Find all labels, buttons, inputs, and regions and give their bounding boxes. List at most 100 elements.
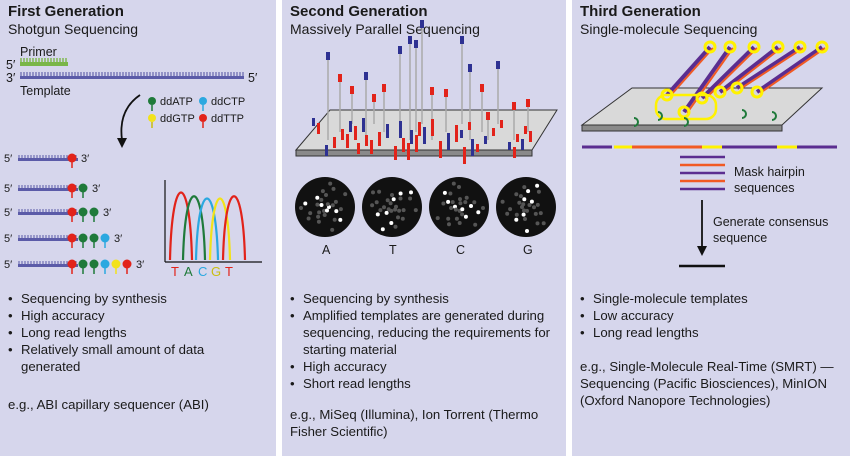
cluster-spot (324, 193, 328, 197)
cluster-base (415, 135, 418, 152)
cluster-spot (460, 207, 465, 212)
cluster-spot (457, 221, 462, 225)
polymerase (713, 85, 727, 99)
cluster-base (468, 122, 471, 130)
sanger-diagram: Primer 5′ 3′ 5′ Template ddATP ddCTP ddG… (4, 45, 262, 279)
base-call-c: C (198, 264, 207, 279)
cluster-spot (522, 185, 527, 190)
example-text: e.g., ABI capillary sequencer (ABI) (8, 397, 209, 412)
fragment-5-prime: 5′ (4, 153, 12, 165)
panel-third-generation: Third Generation Single-molecule Sequenc… (572, 0, 850, 456)
cluster-tip (480, 84, 484, 92)
cluster-base (407, 143, 410, 160)
terminated-fragments: 5′ 3′ 5′ 3′ 5′ 3′ 5′ 3′ 5′ 3′ (4, 153, 144, 274)
cluster-spot (299, 206, 303, 210)
three-prime-label: 3′ (6, 71, 16, 85)
consensus-label-line2: sequence (713, 231, 767, 245)
cluster-base (508, 142, 511, 150)
cluster-spot (371, 190, 375, 195)
cluster-base (439, 141, 442, 158)
cluster-spot (535, 221, 540, 226)
imaging-well (496, 177, 556, 237)
cluster-spot (472, 200, 477, 205)
cluster-spot (378, 208, 383, 213)
cluster-spot (442, 190, 447, 195)
template-molecule-strand (669, 47, 714, 97)
cluster-spot (514, 212, 519, 217)
ddatp-label: ddATP (160, 96, 193, 108)
cluster-spot (319, 197, 324, 202)
cluster-base (484, 136, 487, 144)
five-prime-label: 5′ (6, 58, 16, 72)
nucleotide-head (78, 233, 88, 243)
fragment-template (18, 238, 78, 241)
cluster-spot (322, 213, 327, 217)
template-molecule (665, 45, 712, 97)
cluster-tip (460, 36, 464, 44)
cluster-spot (527, 203, 532, 207)
fragment-5-prime: 5′ (4, 183, 12, 195)
cluster-base (317, 123, 320, 134)
imaging-well (295, 177, 355, 237)
nucleotide-head (111, 259, 121, 269)
nucleotide-head (100, 259, 110, 269)
cluster-tip (512, 102, 516, 110)
arrowhead (117, 138, 127, 148)
mask-label-line2: sequences (734, 181, 794, 195)
bullet-item: High accuracy (290, 358, 560, 375)
cluster-spot (316, 219, 321, 224)
cluster-spot (481, 206, 485, 210)
cluster-spot (332, 217, 337, 222)
dna-clusters (312, 20, 532, 164)
cluster-spot (441, 201, 446, 206)
bullet-list: Sequencing by synthesis Amplified templa… (290, 290, 560, 392)
single-molecules (654, 40, 829, 121)
fragment-3-prime: 3′ (103, 207, 111, 219)
cluster-spot (331, 186, 336, 191)
hairpin-adapter (771, 40, 785, 54)
nucleotide-head (67, 183, 77, 193)
polymerase (750, 85, 764, 99)
cluster-spot (317, 210, 322, 215)
ddttp-label: ddTTP (211, 113, 244, 125)
cluster-base (492, 128, 495, 136)
cluster-base (341, 129, 344, 140)
cluster-spot (338, 207, 343, 212)
cluster-base (399, 121, 402, 138)
cluster-spot (397, 208, 402, 213)
cluster-spot (529, 199, 534, 204)
nucleotide-head (67, 153, 77, 163)
cluster-spot (514, 192, 519, 197)
cluster-spot (408, 196, 413, 201)
base-call-g: G (211, 264, 221, 279)
cluster-spot (401, 208, 406, 213)
panel-title: Third Generation (580, 3, 701, 20)
hairpin-adapter (723, 40, 737, 54)
cluster-spot (521, 212, 526, 217)
nucleotide-head (89, 207, 99, 217)
panel-title: First Generation (8, 3, 124, 20)
cluster-spot (526, 189, 531, 194)
cluster-spot (380, 227, 385, 232)
cluster-spot (505, 211, 510, 216)
cluster-spot (514, 217, 519, 222)
cluster-tip (420, 20, 424, 28)
imaging-wells (295, 177, 556, 237)
cluster-spot (460, 212, 465, 217)
cluster-tip (486, 112, 490, 120)
panel-second-generation: Second Generation Massively Parallel Seq… (282, 0, 566, 456)
cluster-tip (408, 36, 412, 44)
cluster-spot (322, 208, 326, 213)
polymerase (730, 81, 744, 95)
cluster-tip (414, 40, 418, 48)
cluster-base (357, 143, 360, 154)
template-molecule-strand (704, 47, 758, 100)
cluster-tip (338, 74, 342, 82)
panel-subtitle: Single-molecule Sequencing (580, 21, 758, 37)
cluster-spot (377, 189, 382, 194)
cluster-spot (523, 217, 527, 221)
fragment-5-prime: 5′ (4, 259, 12, 271)
ddctp-label: ddCTP (211, 96, 245, 108)
panel-title: Second Generation (290, 3, 428, 20)
flow-cell-edge (295, 149, 533, 157)
